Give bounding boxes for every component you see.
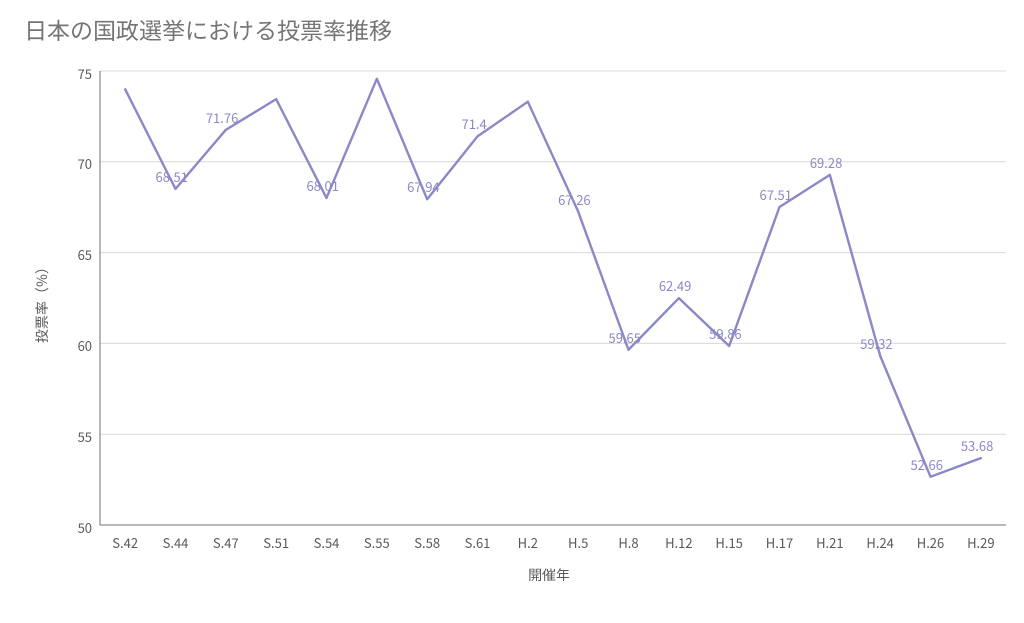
data-label: 59.65 <box>609 328 641 347</box>
x-tick: H.26 <box>913 533 949 552</box>
x-tick: S.61 <box>460 533 496 552</box>
x-tick: H.15 <box>711 533 747 552</box>
x-tick: H.12 <box>661 533 697 552</box>
y-tick: 70 <box>78 154 92 173</box>
x-tick: H.17 <box>762 533 798 552</box>
data-label: 62.49 <box>659 276 691 295</box>
y-tick: 50 <box>78 518 92 537</box>
y-tick: 65 <box>78 245 92 264</box>
y-tick: 55 <box>78 427 92 446</box>
data-label: 59.32 <box>860 334 892 353</box>
data-label: 71.76 <box>206 108 238 127</box>
data-label: 53.68 <box>961 436 993 455</box>
data-label: 59.86 <box>709 324 741 343</box>
x-tick: S.42 <box>107 533 143 552</box>
chart-plot <box>0 0 1024 623</box>
data-label: 68.01 <box>307 176 339 195</box>
x-tick: S.55 <box>359 533 395 552</box>
x-tick: S.47 <box>208 533 244 552</box>
data-label: 67.51 <box>760 185 792 204</box>
x-tick: H.29 <box>963 533 999 552</box>
x-tick: H.2 <box>510 533 546 552</box>
x-tick: H.21 <box>812 533 848 552</box>
y-tick: 75 <box>78 64 92 83</box>
data-label: 52.66 <box>911 455 943 474</box>
x-tick: S.58 <box>409 533 445 552</box>
data-label: 67.94 <box>407 177 439 196</box>
x-tick: S.44 <box>158 533 194 552</box>
x-tick: H.8 <box>611 533 647 552</box>
data-label: 71.4 <box>462 114 487 133</box>
y-tick: 60 <box>78 336 92 355</box>
data-label: 68.51 <box>156 167 188 186</box>
x-tick: S.54 <box>309 533 345 552</box>
data-label: 67.26 <box>558 190 590 209</box>
x-tick: H.5 <box>560 533 596 552</box>
data-label: 69.28 <box>810 153 842 172</box>
x-tick: H.24 <box>862 533 898 552</box>
x-tick: S.51 <box>258 533 294 552</box>
